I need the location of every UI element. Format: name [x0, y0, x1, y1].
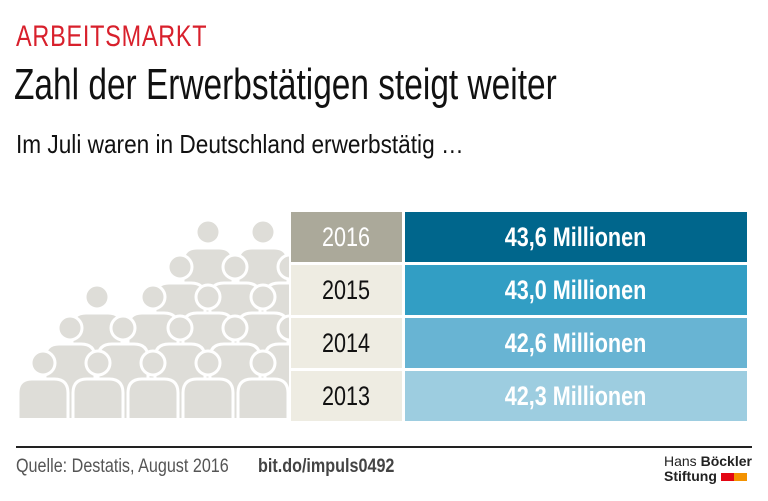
logo-square-red	[720, 473, 734, 482]
table-row: 2013 42,3 Millionen	[291, 371, 747, 421]
year-cell: 2016	[291, 212, 402, 262]
person-icon	[71, 349, 125, 418]
year-cell: 2013	[291, 371, 402, 421]
table-row: 2014 42,6 Millionen	[291, 318, 747, 368]
people-illustration	[16, 218, 289, 418]
year-cell: 2015	[291, 265, 402, 315]
footer-divider	[16, 446, 752, 448]
person-icon	[16, 349, 70, 418]
subtitle: Im Juli waren in Deutschland erwerbstäti…	[16, 129, 464, 159]
value-cell: 42,3 Millionen	[405, 371, 747, 421]
page-title: Zahl der Erwerbstätigen steigt weiter	[14, 60, 557, 109]
person-icon	[126, 349, 180, 418]
value-cell: 43,0 Millionen	[405, 265, 747, 315]
year-cell: 2014	[291, 318, 402, 368]
logo-square-orange	[733, 473, 747, 482]
person-icon	[236, 349, 289, 418]
source-note: Quelle: Destatis, August 2016	[16, 456, 229, 477]
value-cell: 42,6 Millionen	[405, 318, 747, 368]
kicker: ARBEITSMARKT	[16, 20, 208, 53]
source-link[interactable]: bit.do/impuls0492	[258, 456, 395, 477]
person-icon	[181, 349, 235, 418]
value-cell: 43,6 Millionen	[405, 212, 747, 262]
table-row: 2015 43,0 Millionen	[291, 265, 747, 315]
hans-boeckler-logo: Hans Böckler Stiftung	[664, 453, 752, 484]
table-row: 2016 43,6 Millionen	[291, 212, 747, 262]
